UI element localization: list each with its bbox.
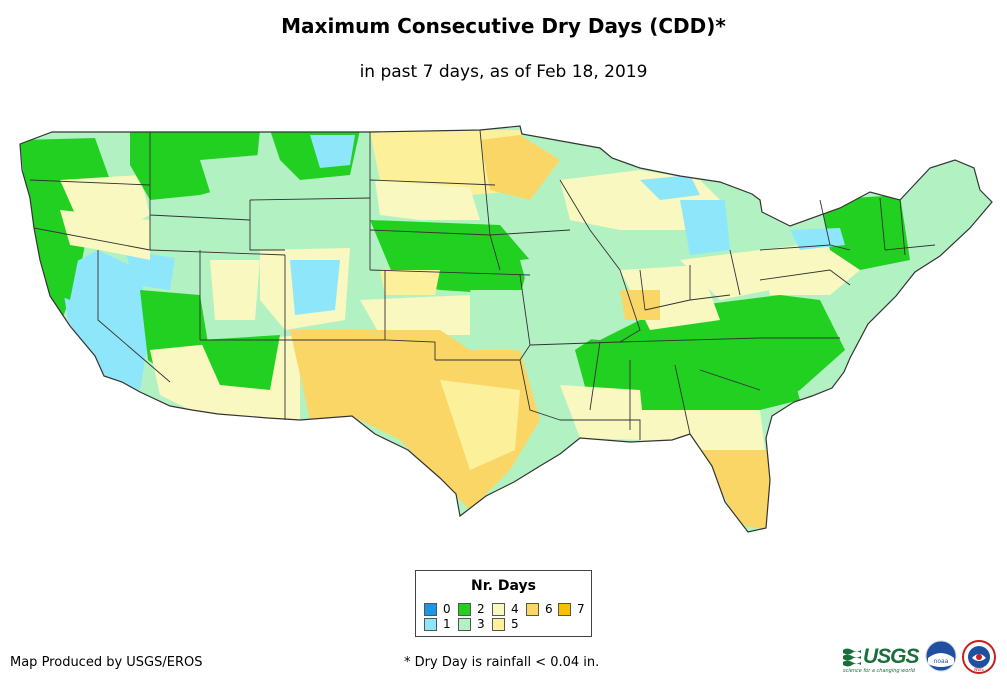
usgs-tagline: science for a changing world: [843, 668, 915, 674]
usgs-wave-icon: [843, 648, 861, 667]
svg-text:noaa: noaa: [934, 658, 949, 665]
footnote: * Dry Day is rainfall < 0.04 in.: [404, 655, 600, 670]
legend-item-4: 4: [492, 603, 519, 616]
legend-label-6: 6: [545, 602, 553, 616]
legend-swatch-1: [424, 618, 437, 631]
legend-label-2: 2: [477, 602, 485, 616]
map-title: Maximum Consecutive Dry Days (CDD)*: [281, 14, 726, 38]
usgs-wordmark: USGS: [863, 645, 920, 668]
legend-label-1: 1: [443, 617, 451, 631]
legend-item-7: 7: [558, 603, 585, 616]
legend-swatch-7: [558, 603, 571, 616]
legend-swatch-6: [526, 603, 539, 616]
legend-label-5: 5: [511, 617, 519, 631]
legend-item-0: 0: [424, 603, 451, 616]
legend-label-0: 0: [443, 602, 451, 616]
legend-item-1: 1: [424, 618, 451, 631]
credit-text: Map Produced by USGS/EROS: [10, 655, 203, 670]
map-subtitle: in past 7 days, as of Feb 18, 2019: [359, 62, 648, 82]
svg-text:NWS: NWS: [974, 667, 984, 672]
legend: Nr. Days 0 1 2 3 4 5 6 7: [415, 570, 592, 637]
state-borders: [19, 125, 993, 533]
legend-swatch-5: [492, 618, 505, 631]
legend-swatch-2: [458, 603, 471, 616]
legend-swatch-4: [492, 603, 505, 616]
legend-swatch-0: [424, 603, 437, 616]
legend-item-6: 6: [526, 603, 553, 616]
legend-item-5: 5: [492, 618, 519, 631]
legend-label-4: 4: [511, 602, 519, 616]
nws-logo-icon: NWS: [962, 640, 996, 674]
legend-item-3: 3: [458, 618, 485, 631]
legend-swatch-3: [458, 618, 471, 631]
conus-cdd-map: [19, 125, 993, 533]
noaa-logo-icon: noaa: [925, 640, 957, 672]
legend-label-7: 7: [577, 602, 585, 616]
legend-title: Nr. Days: [471, 578, 536, 594]
legend-label-3: 3: [477, 617, 485, 631]
usgs-logo: USGS: [843, 644, 920, 670]
legend-item-2: 2: [458, 603, 485, 616]
